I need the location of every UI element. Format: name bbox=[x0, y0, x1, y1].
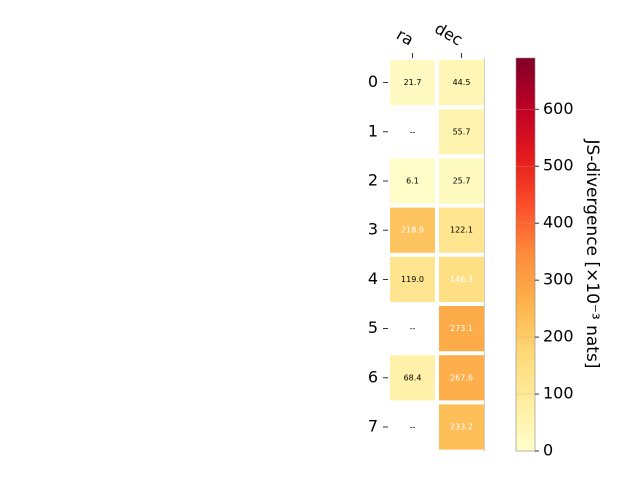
colorbar-tick-label: 400 bbox=[543, 213, 574, 232]
cell-value-label: 119.0 bbox=[401, 275, 424, 284]
heatmap-cell bbox=[439, 60, 484, 106]
column-label: dec bbox=[432, 19, 466, 50]
heatmap-cell bbox=[390, 256, 435, 302]
row-label: 2 bbox=[368, 171, 378, 190]
heatmap-cell bbox=[439, 306, 484, 352]
cell-value-label: 68.4 bbox=[404, 373, 422, 382]
colorbar-gradient bbox=[515, 57, 536, 452]
colorbar-label: JS-divergence [×10⁻³ nats] bbox=[582, 139, 602, 369]
cell-value-label: -- bbox=[410, 127, 416, 136]
cell-value-label: 218.9 bbox=[401, 226, 424, 235]
cell-value-label: 21.7 bbox=[404, 78, 422, 87]
heatmap-cell bbox=[439, 404, 484, 450]
heatmap-cell bbox=[390, 60, 435, 106]
row-label: 3 bbox=[368, 220, 378, 239]
cell-value-label: 44.5 bbox=[453, 78, 471, 87]
row-label: 6 bbox=[368, 367, 378, 386]
heatmap-cell bbox=[390, 207, 435, 253]
cell-value-label: 146.3 bbox=[450, 275, 473, 284]
colorbar-tick-label: 600 bbox=[543, 99, 574, 118]
column-label: ra bbox=[393, 25, 417, 50]
cell-value-label: 6.1 bbox=[406, 177, 419, 186]
colorbar-tick-label: 300 bbox=[543, 270, 574, 289]
cell-value-label: 122.1 bbox=[450, 226, 473, 235]
colorbar-tick-label: 200 bbox=[543, 327, 574, 346]
cell-value-label: -- bbox=[410, 423, 416, 432]
heatmap-cell bbox=[439, 256, 484, 302]
row-label: 0 bbox=[368, 72, 378, 91]
colorbar-tick-label: 100 bbox=[543, 384, 574, 403]
heatmap-cell bbox=[439, 158, 484, 204]
heatmap-cell bbox=[439, 207, 484, 253]
cell-value-label: -- bbox=[410, 324, 416, 333]
colorbar-tick-label: 0 bbox=[543, 441, 553, 460]
heatmap-cells: 21.7 44.5 -- 55.7 6.1 25.7 218.9 122.1 119.0 146.… bbox=[390, 60, 484, 450]
row-label: 4 bbox=[368, 269, 378, 288]
row-label: 7 bbox=[368, 417, 378, 436]
colorbar-tick-label: 500 bbox=[543, 156, 574, 175]
row-label: 5 bbox=[368, 318, 378, 337]
row-label: 1 bbox=[368, 121, 378, 140]
cell-value-label: 267.6 bbox=[450, 373, 473, 382]
cell-value-label: 55.7 bbox=[453, 127, 471, 136]
colorbar: 0 100 200 300 400 500 600 JS-divergence [×10⁻³… bbox=[515, 57, 602, 460]
heatmap-cell bbox=[390, 158, 435, 204]
heatmap-cell bbox=[390, 355, 435, 401]
cell-value-label: 273.1 bbox=[450, 324, 473, 333]
cell-value-label: 25.7 bbox=[453, 177, 471, 186]
cell-value-label: 233.2 bbox=[450, 423, 473, 432]
heatmap-cell bbox=[439, 355, 484, 401]
heatmap-cell bbox=[439, 109, 484, 155]
